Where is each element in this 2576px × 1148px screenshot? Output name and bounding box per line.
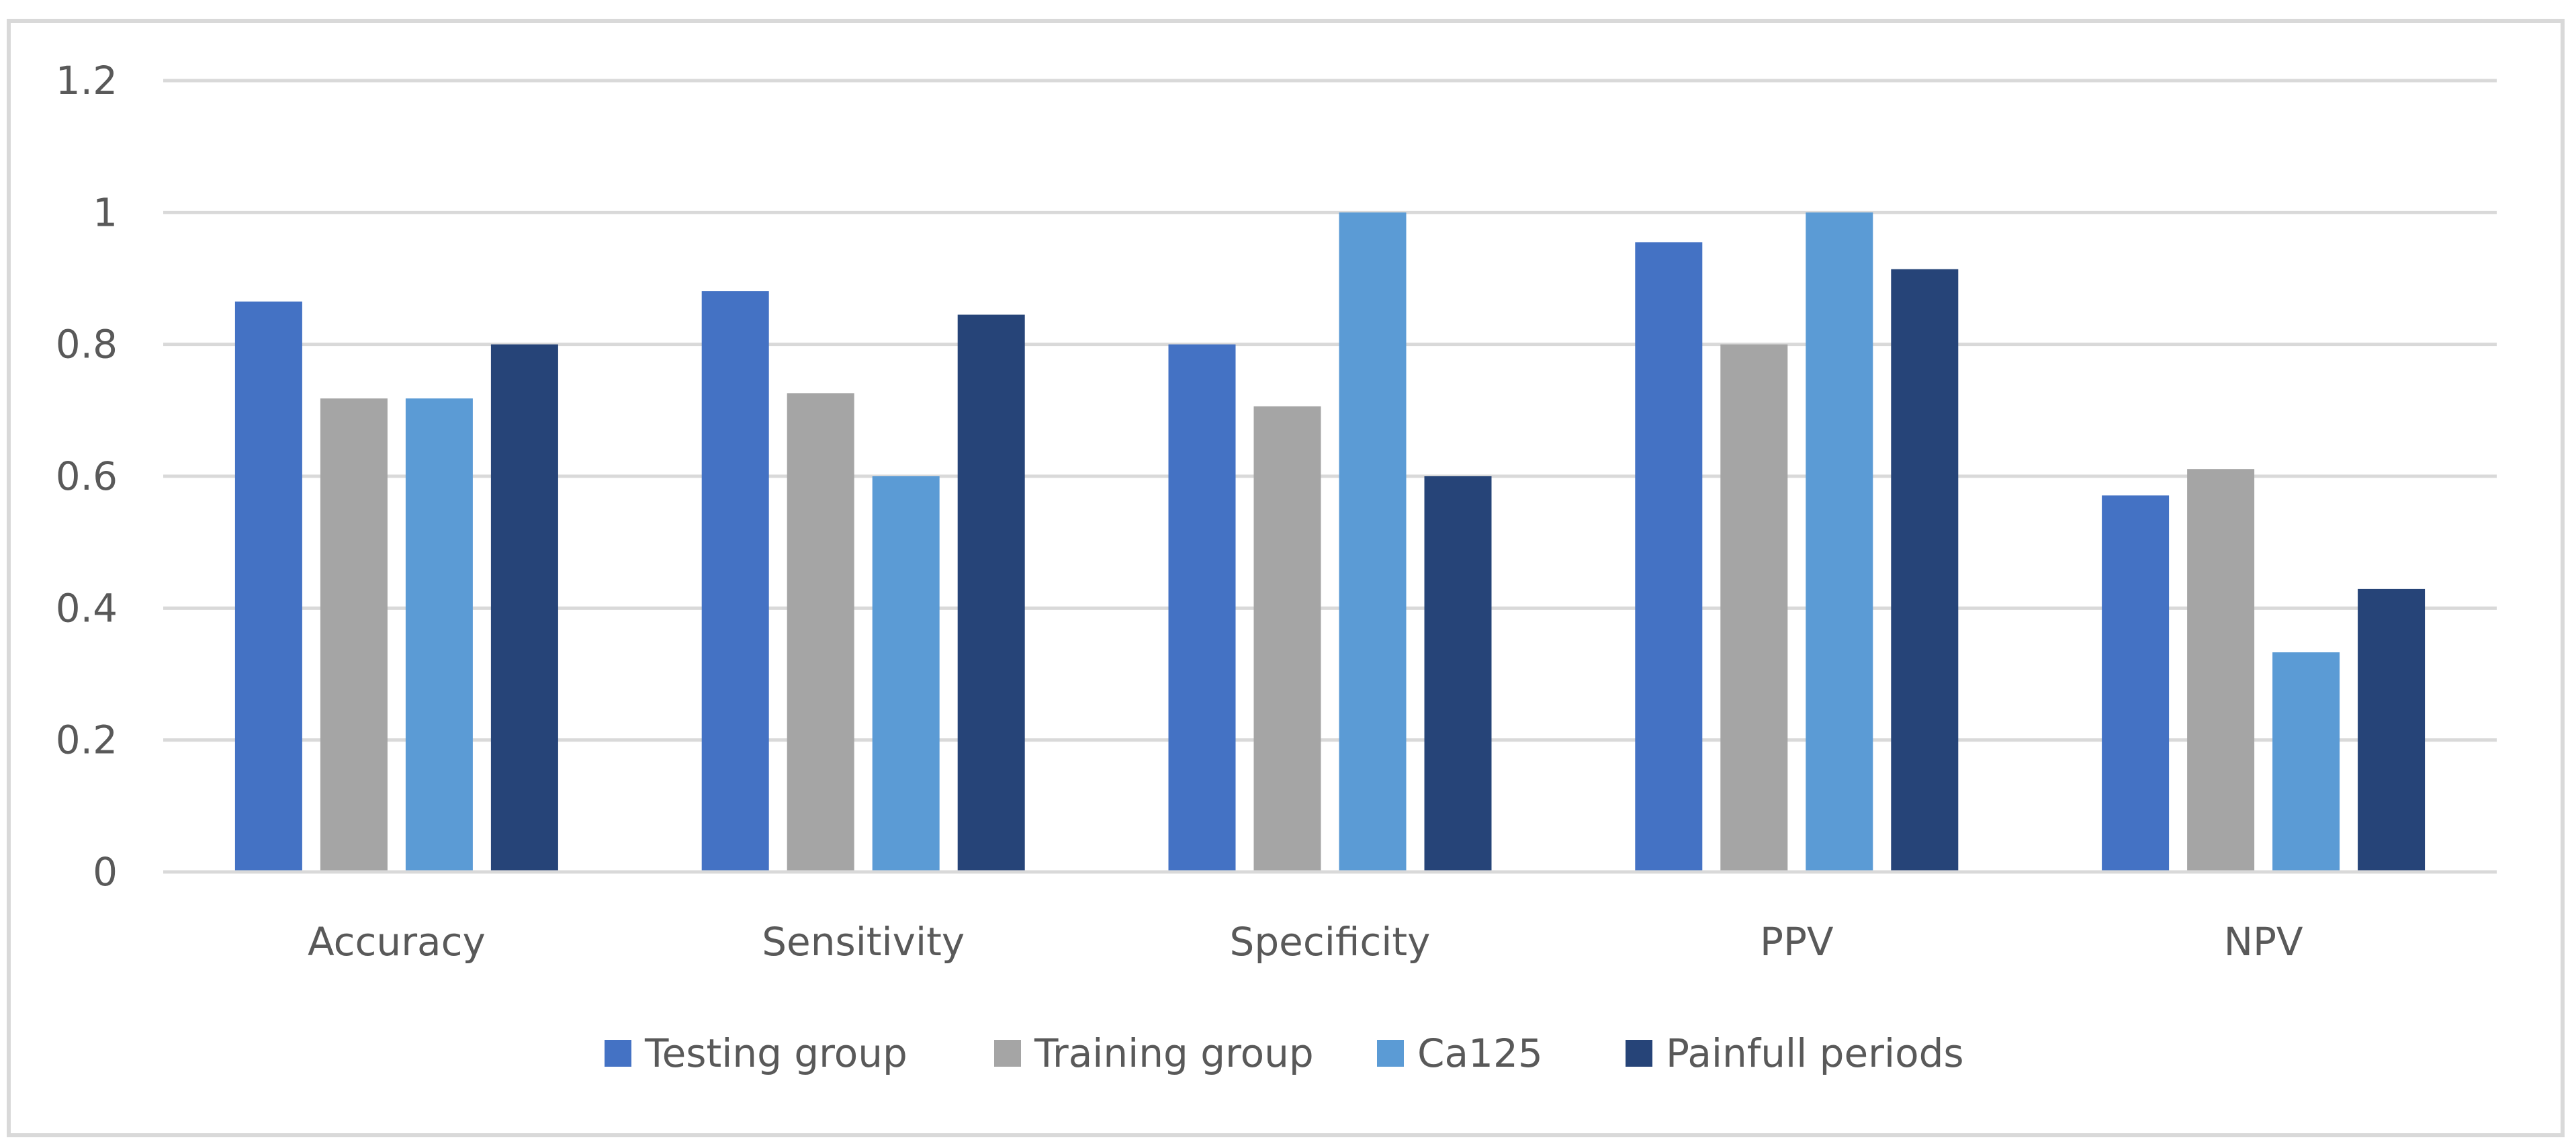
x-category-label: Sensitivity: [762, 919, 965, 965]
y-tick-label: 0.2: [56, 717, 118, 763]
bar-sensitivity-ca125: [872, 476, 940, 872]
y-tick-label: 0.6: [56, 453, 118, 499]
legend-swatch: [605, 1040, 631, 1067]
bar-npv-training-group: [2187, 469, 2255, 872]
x-category-label: Specificity: [1230, 919, 1431, 965]
bar-ppv-painfull-periods: [1891, 269, 1959, 872]
bar-sensitivity-painfull-periods: [957, 314, 1025, 872]
bar-sensitivity-training-group: [787, 393, 854, 872]
y-tick-label: 0.4: [56, 585, 118, 631]
bar-ppv-training-group: [1720, 344, 1788, 872]
bar-specificity-ca125: [1339, 212, 1407, 872]
bar-specificity-training-group: [1253, 406, 1321, 872]
legend-swatch: [1626, 1040, 1652, 1067]
bar-accuracy-testing-group: [234, 301, 302, 872]
legend-label: Training group: [1034, 1030, 1314, 1076]
y-tick-label: 0: [93, 849, 118, 895]
legend: Testing group Training group Ca125 Painfull…: [605, 1030, 1964, 1076]
legend-label: Testing group: [644, 1030, 907, 1076]
y-axis-ticks: 0 0.2 0.4 0.6 0.8 1 1.2: [56, 58, 118, 895]
bars: [234, 212, 2426, 873]
legend-swatch: [994, 1040, 1021, 1067]
legend-label: Painfull periods: [1666, 1030, 1964, 1076]
x-category-label: PPV: [1760, 919, 1834, 965]
x-axis-categories: Accuracy Sensitivity Specificity PPV NPV: [308, 919, 2303, 965]
bar-ppv-ca125: [1806, 212, 1873, 872]
bar-npv-testing-group: [2102, 495, 2170, 872]
bar-accuracy-training-group: [320, 398, 388, 872]
bar-specificity-testing-group: [1168, 344, 1236, 872]
x-category-label: NPV: [2224, 919, 2303, 965]
y-tick-label: 1.2: [56, 58, 118, 103]
legend-swatch: [1377, 1040, 1404, 1067]
y-tick-label: 0.8: [56, 322, 118, 367]
y-tick-label: 1: [93, 189, 118, 235]
bar-npv-ca125: [2272, 652, 2340, 872]
legend-label: Ca125: [1417, 1030, 1543, 1076]
x-category-label: Accuracy: [308, 919, 486, 965]
bar-ppv-testing-group: [1635, 242, 1703, 873]
bar-accuracy-ca125: [405, 398, 473, 872]
bar-sensitivity-testing-group: [701, 291, 769, 872]
bar-accuracy-painfull-periods: [490, 344, 558, 872]
bar-npv-painfull-periods: [2358, 588, 2426, 872]
bar-specificity-painfull-periods: [1424, 476, 1492, 872]
